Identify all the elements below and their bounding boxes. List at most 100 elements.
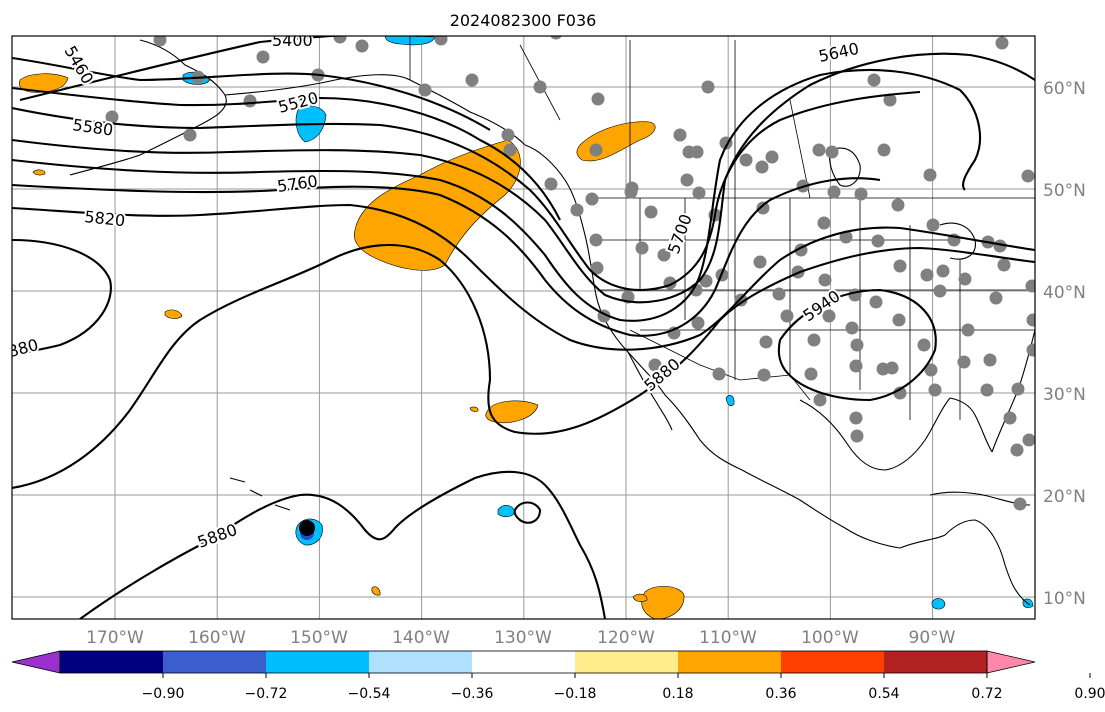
station-dot [434, 36, 448, 46]
florida [949, 397, 993, 453]
colorbar-tick-label: −0.18 [554, 686, 597, 702]
station-dot [845, 321, 859, 335]
anomaly-area-alaska-coast [19, 73, 69, 93]
colorbar-extend-high [986, 650, 1036, 674]
station-dot [550, 36, 562, 40]
station-dot [920, 268, 934, 282]
colorbar-tick-label: 0.36 [765, 686, 796, 702]
hawaii-black-marker [299, 520, 315, 536]
colorbar-tick-label: 0.18 [662, 686, 693, 702]
longitude-label: 130°W [494, 628, 552, 648]
contour-5520 [12, 86, 561, 221]
anomaly-area-small-1 [164, 309, 183, 319]
station-dot [926, 218, 940, 232]
central-america [899, 519, 1031, 606]
station-dot [418, 83, 432, 97]
contour-5760 [12, 177, 881, 337]
station-dot [153, 36, 167, 47]
colorbar-swatch [163, 651, 266, 673]
station-dot [759, 335, 773, 349]
station-dot [1025, 279, 1035, 293]
hudson-bay [828, 147, 861, 187]
station-dot [680, 173, 694, 187]
latitude-label: 10°N [1043, 589, 1086, 609]
anomaly-area-small-2 [469, 406, 479, 412]
station-dot [1010, 443, 1024, 457]
station-dot [893, 259, 907, 273]
colorbar-swatch [781, 651, 884, 673]
station-dot [924, 363, 938, 377]
gulf-of-mexico-coast [799, 397, 951, 471]
contour-label: 5400 [272, 31, 313, 50]
contour-5940 [777, 288, 937, 402]
station-dot [734, 293, 748, 307]
contour-5880-north [12, 238, 112, 357]
contour-5700 [12, 68, 981, 322]
longitude-label: 110°W [699, 628, 757, 648]
colorbar-tick-label: 0.54 [868, 686, 899, 702]
station-dot [105, 110, 119, 124]
station-dot [591, 92, 605, 106]
station-dot [993, 239, 1007, 253]
station-dot [589, 143, 603, 157]
station-dot [533, 80, 547, 94]
station-dot [701, 80, 715, 94]
station-dot [1022, 433, 1035, 447]
colorbar [11, 650, 1036, 674]
alaska-coastline [69, 39, 227, 176]
longitude-label: 90°W [909, 628, 956, 648]
station-dot [849, 411, 863, 425]
station-dot [883, 93, 897, 107]
anomaly-area-mexico [725, 395, 735, 407]
anomaly-area-off-california [485, 400, 539, 423]
longitude-label: 140°W [392, 628, 450, 648]
station-dot [590, 261, 604, 275]
station-dot [958, 272, 972, 286]
station-dot [893, 386, 907, 400]
station-dot [355, 39, 369, 53]
station-dot [333, 36, 347, 44]
station-dot [989, 291, 1003, 305]
station-dot [867, 73, 881, 87]
station-dot [690, 145, 704, 159]
pacific-northwest-coast [524, 144, 901, 549]
colorbar-ticks: −0.90 −0.72 −0.54 −0.36 −0.18 0.18 0.36 0.54 0.7… [142, 673, 1105, 702]
longitude-label: 170°W [86, 628, 144, 648]
colorbar-swatch [266, 651, 369, 673]
anomaly-area-small-4 [632, 593, 648, 602]
station-dot [1003, 411, 1017, 425]
station-dot [1021, 169, 1035, 183]
station-dot [1011, 382, 1025, 396]
contour-5880-main [12, 244, 1035, 490]
station-dot [692, 186, 706, 200]
station-dot [772, 287, 786, 301]
colorbar-swatch [678, 651, 781, 673]
longitude-label: 150°W [290, 628, 348, 648]
station-dot [961, 323, 975, 337]
station-dot [995, 36, 1009, 50]
colorbar-tick-label: −0.36 [451, 686, 494, 702]
station-dot [980, 383, 994, 397]
station-dot [673, 128, 687, 142]
colorbar-extend-low [11, 650, 61, 674]
station-dot [753, 255, 767, 269]
colorbar-swatch [60, 651, 163, 673]
map-title: 2024082300 F036 [450, 11, 597, 30]
station-dot [871, 234, 885, 248]
station-dot [891, 198, 905, 212]
latitude-label: 60°N [1043, 79, 1086, 99]
height-contours [12, 36, 1035, 619]
latitude-label: 50°N [1043, 181, 1086, 201]
map-frame [11, 35, 1036, 620]
station-dot [869, 295, 883, 309]
station-dot [807, 333, 821, 347]
station-dot [657, 248, 671, 262]
contour-5880-small [513, 501, 542, 524]
station-dot [825, 145, 839, 159]
station-dot [849, 359, 863, 373]
station-dot [917, 338, 931, 352]
negative-anomaly-areas [182, 36, 1034, 610]
colorbar-tick-label: 0.72 [971, 686, 1002, 702]
station-dot [928, 383, 942, 397]
station-dot [892, 313, 906, 327]
